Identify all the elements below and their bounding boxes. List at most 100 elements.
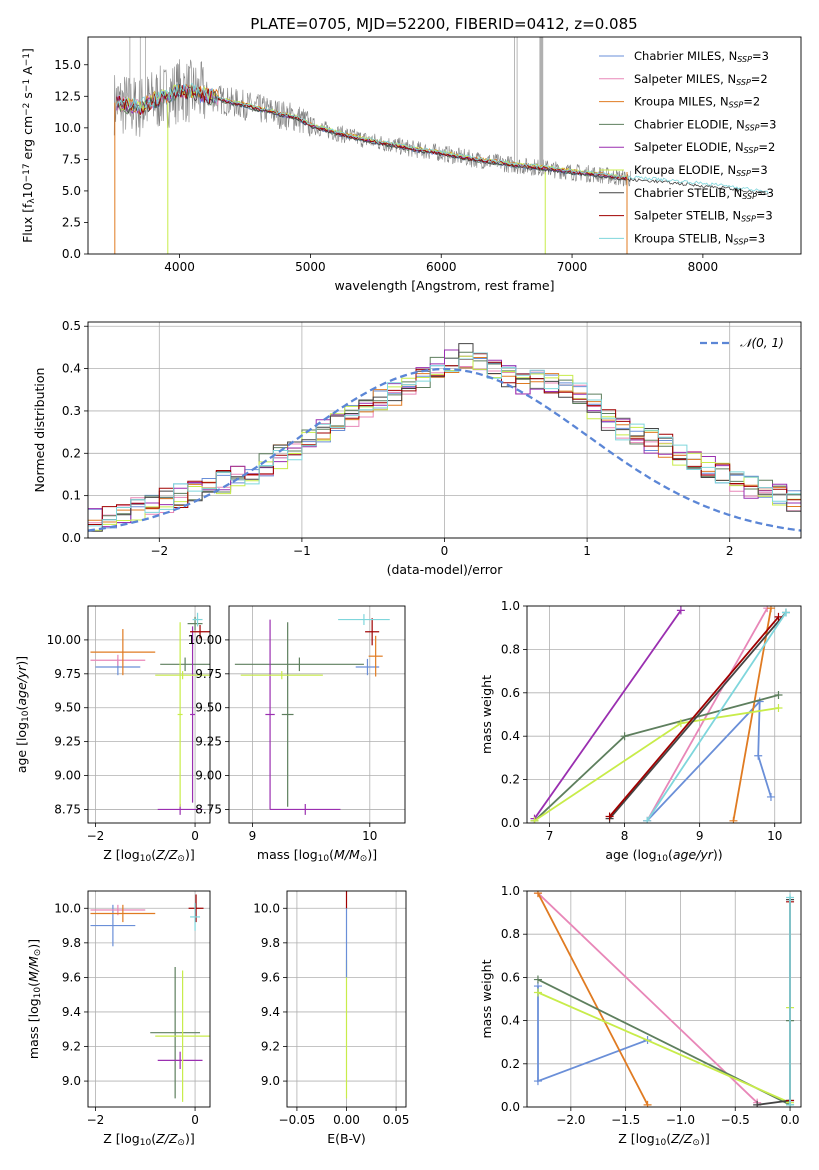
model-spectrum-kroupa_miles <box>116 83 628 178</box>
label-part: )] <box>185 847 195 862</box>
label-part: age (log <box>605 847 656 862</box>
weight-point <box>533 975 542 984</box>
y-tick-label: 9.6 <box>261 970 280 984</box>
label-part: ( <box>151 1131 156 1146</box>
x-tick-label: 4000 <box>164 260 195 274</box>
model-spectrum-kroupa_stelib <box>116 83 769 194</box>
y-tick-label: 9.2 <box>261 1040 280 1054</box>
model-spectrum-chabrier_elodie <box>116 86 628 181</box>
x-tick-label: 10 <box>767 829 782 843</box>
weight-point <box>753 1100 762 1107</box>
x-tick-label: 6000 <box>426 260 457 274</box>
label-part: M/M <box>26 956 41 982</box>
x-axis-label: wavelength [Angstrom, rest frame] <box>334 278 554 293</box>
x-tick-label: −2 <box>87 1113 105 1127</box>
y-tick-label: 9.50 <box>54 701 81 715</box>
y-tick-label: 0.0 <box>62 247 81 261</box>
label-part: ( <box>666 1131 671 1146</box>
y-tick-label: 8.75 <box>195 802 222 816</box>
weight-point <box>786 893 795 902</box>
x-tick-label: 0 <box>191 829 199 843</box>
figure-title: PLATE=0705, MJD=52200, FIBERID=0412, z=0… <box>250 15 637 33</box>
label-part: Z/Z <box>155 1131 178 1146</box>
weight-point <box>774 690 783 699</box>
weight-point <box>533 1077 542 1086</box>
plot-area <box>88 343 801 532</box>
legend-label: Chabrier STELIB, NSSP=3 <box>634 186 774 201</box>
y-tick-label: 8.75 <box>54 802 81 816</box>
weight-point <box>781 608 790 617</box>
label-part: )] <box>700 1131 710 1146</box>
weight-line-kroupa_miles <box>537 892 649 1106</box>
y-tick-label: 10.0 <box>253 901 280 915</box>
axes-frame <box>286 890 407 1108</box>
axes-frame <box>526 605 802 824</box>
legend-label-prefix: Kroupa ELODIE, N <box>634 163 736 177</box>
x-axis-label: Z [log10(Z/Z⊙)] <box>103 1131 194 1148</box>
legend-label: Salpeter MILES, NSSP=2 <box>634 72 768 87</box>
legend-label-sub: SSP <box>734 237 749 246</box>
weight-point <box>676 606 685 615</box>
label-part: −17 <box>22 163 32 182</box>
label-part: 10 <box>318 854 330 864</box>
label-part: Z [log <box>103 1131 139 1146</box>
y-tick-label: 9.4 <box>62 1005 81 1019</box>
x-tick-label: −1.5 <box>611 1113 640 1127</box>
legend-label: Chabrier MILES, NSSP=3 <box>634 49 769 64</box>
x-tick-label: −2 <box>150 544 168 558</box>
x-tick-label: 0.0 <box>780 1113 799 1127</box>
legend-label: Salpeter ELODIE, NSSP=2 <box>634 140 775 155</box>
y-axis-label: age [log10(age/yr)] <box>14 656 31 773</box>
legend-label-sub: SSP <box>736 169 751 178</box>
y-tick-label: 0.6 <box>501 970 520 984</box>
legend-label-prefix: Salpeter STELIB, N <box>634 209 741 223</box>
legend-label-prefix: Chabrier STELIB, N <box>634 186 742 200</box>
label-part: s <box>20 92 35 103</box>
panel-mass_vs_ebv: −0.05 0.00 0.05 9.0 9.2 9.4 9.6 9.8 10.0 E(B-V) <box>253 890 409 1146</box>
legend-label-prefix: Chabrier MILES, N <box>634 49 737 63</box>
weight-point <box>774 703 783 712</box>
model-spectrum-salpeter_elodie <box>116 85 628 180</box>
plot-area <box>533 891 795 1107</box>
axes-frame <box>87 321 802 539</box>
legend-label-prefix: Kroupa STELIB, N <box>634 231 734 245</box>
label-part: erg cm <box>20 116 35 164</box>
label-part: mass [log <box>257 847 318 862</box>
label-part: Z/Z <box>155 847 178 862</box>
legend: 𝒩(0, 1) <box>700 336 784 350</box>
model-spectrum-chabrier_miles <box>116 84 628 181</box>
y-tick-label: 0.4 <box>501 729 520 743</box>
panel-mass_weight_vs_age: 7 8 9 10 0.0 0.2 0.4 0.6 0.8 1.0 mass weight age (l… <box>479 599 802 864</box>
label-part: age/yr <box>14 665 29 706</box>
label-part: 10 <box>33 987 43 999</box>
label-part: Z/Z <box>670 1131 693 1146</box>
legend-label: Kroupa STELIB, NSSP=3 <box>634 231 765 246</box>
x-tick-label: 7 <box>546 829 554 843</box>
y-tick-label: 0.3 <box>62 404 81 418</box>
label-part: Flux [f <box>20 203 35 243</box>
grid-lines <box>88 891 210 1107</box>
x-tick-label: 7000 <box>557 260 588 274</box>
x-tick-label: 0 <box>441 544 449 558</box>
label-part: ( <box>668 847 673 862</box>
y-tick-label: 10.00 <box>188 633 222 647</box>
legend-label: Chabrier ELODIE, NSSP=3 <box>634 117 776 132</box>
legend-label-sub: SSP <box>737 55 752 64</box>
x-tick-label: 9 <box>249 829 257 843</box>
label-part: )] <box>14 656 29 666</box>
x-tick-label: −1 <box>293 544 311 558</box>
legend-label-suffix: =3 <box>751 163 768 177</box>
grid-lines <box>229 606 405 823</box>
y-tick-label: 10.0 <box>54 121 81 135</box>
gaussian-curve <box>88 367 801 532</box>
legend-label-suffix: =3 <box>748 231 765 245</box>
axes-frame <box>526 890 802 1108</box>
weight-point <box>766 792 775 801</box>
label-part: ⊙ <box>33 949 43 957</box>
y-tick-label: 9.8 <box>62 936 81 950</box>
legend-label: Kroupa ELODIE, NSSP=3 <box>634 163 768 178</box>
y-tick-label: 1.0 <box>501 884 520 898</box>
label-part: )] <box>26 939 41 949</box>
panel-spectrum: 4000 5000 6000 7000 8000 0.0 2.5 5.0 7.5 10.0 12.5… <box>20 36 802 293</box>
